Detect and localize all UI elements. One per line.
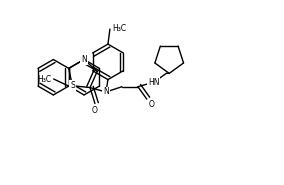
Text: H₃C: H₃C [112,23,126,33]
Text: N: N [81,55,87,64]
Text: S: S [70,81,75,90]
Text: HN: HN [148,78,160,87]
Text: H₃C: H₃C [37,75,52,83]
Text: O: O [149,100,154,109]
Text: N: N [103,88,109,97]
Text: O: O [92,107,98,115]
